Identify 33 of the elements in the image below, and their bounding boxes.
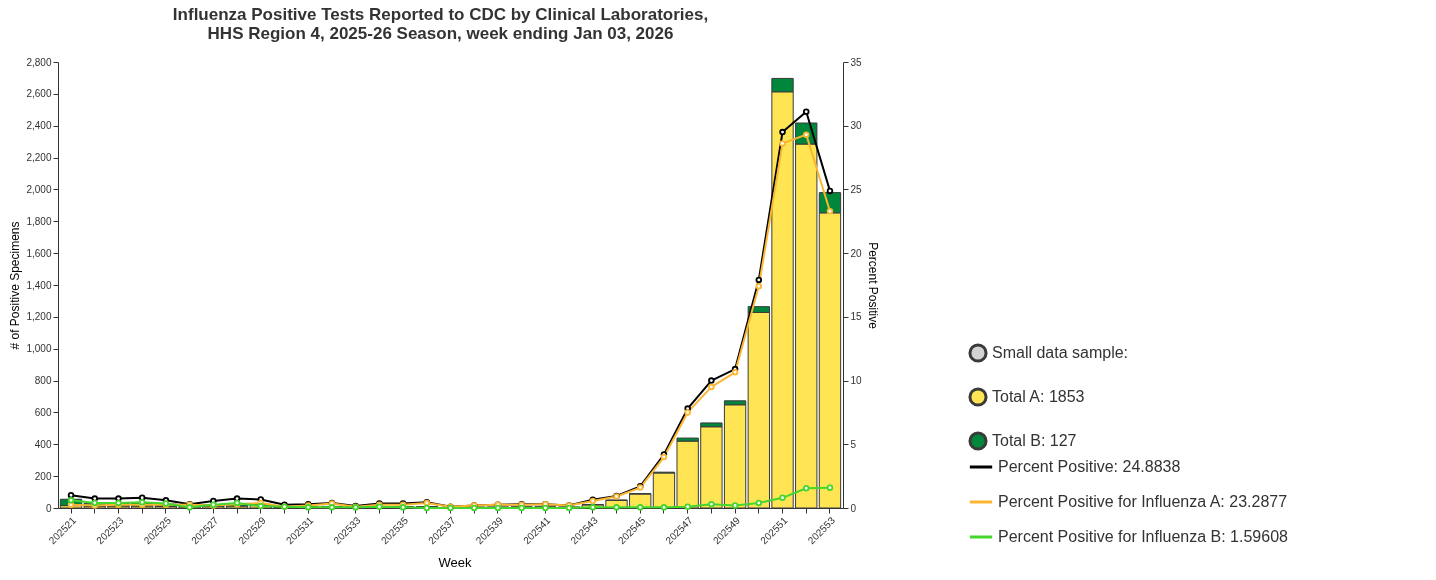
- x-axis-title: Week: [438, 554, 472, 570]
- y2-tick-label: 35: [850, 56, 863, 68]
- y-tick-label: 1,800: [26, 215, 52, 227]
- y-tick-label: 2,600: [26, 88, 52, 100]
- y2-tick-label: 30: [850, 120, 863, 132]
- legend-label: Small data sample:: [992, 344, 1129, 361]
- y-tick-label: 200: [34, 470, 52, 482]
- y2-axis-title: Percent Positive: [865, 242, 880, 330]
- legend-label: Percent Positive: 24.8838: [998, 458, 1181, 475]
- y-tick-label: 800: [34, 375, 52, 387]
- y-tick-label: 2,800: [26, 56, 52, 68]
- y2-tick-label: 15: [850, 311, 863, 323]
- y2-tick-label: 25: [850, 183, 863, 195]
- y-tick-label: 2,200: [26, 152, 52, 164]
- y-tick-label: 1,000: [26, 343, 52, 355]
- y2-tick-label: 5: [850, 438, 857, 450]
- y-tick-label: 2,400: [26, 120, 52, 132]
- chart-title: Influenza Positive Tests Reported to CDC by Clinical Laboratories, HHS Region 4, 2025-26 Season, week ending Jan 03, 2026: [172, 5, 709, 43]
- y2-tick-label: 20: [850, 247, 863, 259]
- legend-label: Percent Positive for Influenza B: 1.59608: [998, 528, 1289, 545]
- y-tick-label: 1,200: [26, 311, 52, 323]
- y-tick-label: 0: [45, 502, 52, 514]
- legend-label: Percent Positive for Influenza A: 23.2877: [998, 493, 1288, 510]
- y2-tick-label: 10: [850, 375, 863, 387]
- legend-label: Total A: 1853: [992, 388, 1085, 405]
- y-tick-label: 400: [34, 438, 52, 450]
- y-axis-title: # of Positive Specimens: [8, 221, 23, 350]
- legend-label: Total B: 127: [992, 432, 1077, 449]
- y2-tick-label: 0: [850, 502, 857, 514]
- y-tick-label: 1,600: [26, 247, 52, 259]
- y-tick-label: 1,400: [26, 279, 52, 291]
- y-tick-label: 2,000: [26, 183, 52, 195]
- y-tick-label: 600: [34, 406, 52, 418]
